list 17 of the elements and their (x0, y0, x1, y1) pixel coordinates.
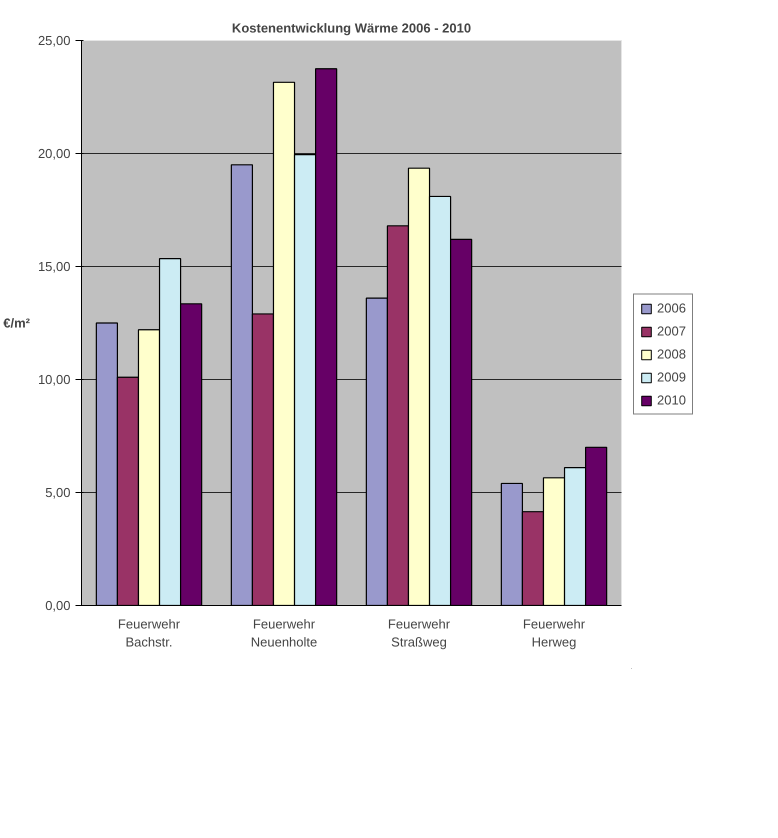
chart-title: Kostenentwicklung Wärme 2006 - 2010 (232, 20, 472, 36)
legend-label: 2010 (657, 392, 686, 408)
legend-label: 2006 (657, 300, 686, 316)
x-tick-label: Feuerwehr Neuenholte (250, 616, 318, 650)
y-tick-label: 15,00 (38, 259, 71, 274)
legend-label: 2009 (657, 370, 686, 384)
x-tick-label: Feuerwehr Straßweg (388, 616, 451, 650)
y-tick-label: 25,00 (38, 33, 71, 48)
x-tick-label: Feuerwehr Herweg (522, 616, 586, 650)
y-tick-label: 0,00 (45, 598, 71, 613)
y-tick-label: 20,00 (38, 146, 71, 161)
legend-label: 2007 (657, 324, 686, 338)
y-tick-label: 5,00 (45, 485, 71, 500)
y-axis-title: €/m² (3, 316, 31, 330)
y-tick-label: 10,00 (38, 372, 71, 387)
legend-label: 2008 (657, 346, 686, 362)
x-tick-label: Feuerwehr Bachstr. (118, 616, 181, 650)
